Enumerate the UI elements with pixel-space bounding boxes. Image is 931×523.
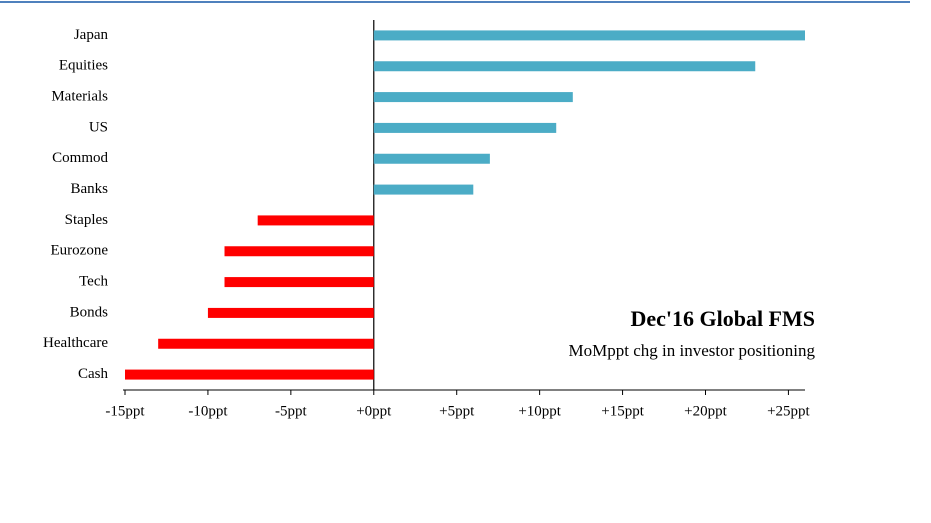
bar [257,215,374,226]
bar [224,277,374,288]
bar [224,246,374,257]
bar [373,122,557,133]
y-tick-label: Staples [65,212,108,228]
y-tick-label: Equities [59,58,108,74]
y-tick-label: Banks [71,181,109,197]
bar [373,184,474,195]
bar [373,153,490,164]
x-tick-label: +0ppt [356,403,392,419]
x-tick-label: -5ppt [275,403,307,419]
x-tick-label: +5ppt [439,403,475,419]
bar [373,30,805,41]
y-tick-label: Japan [74,27,109,43]
x-tick-label: +10ppt [518,403,561,419]
y-tick-label: Healthcare [43,335,108,351]
bar [158,338,374,349]
bar [207,307,374,318]
y-tick-label: Cash [78,366,109,382]
x-tick-label: -10ppt [188,403,228,419]
x-tick-label: -15ppt [105,403,145,419]
bar [125,369,374,380]
chart-subtitle: MoMppt chg in investor positioning [569,341,816,360]
y-tick-label: Materials [51,89,108,105]
y-tick-label: Commod [52,150,108,166]
x-tick-label: +20ppt [684,403,727,419]
bar [373,61,756,72]
y-tick-label: Bonds [70,304,109,320]
chart-title: Dec'16 Global FMS [630,306,815,331]
y-tick-label: US [89,119,108,135]
x-tick-label: +25ppt [767,403,810,419]
x-tick-label: +15ppt [601,403,644,419]
y-tick-label: Tech [79,274,108,290]
y-tick-label: Eurozone [51,243,109,259]
bar [373,92,573,103]
